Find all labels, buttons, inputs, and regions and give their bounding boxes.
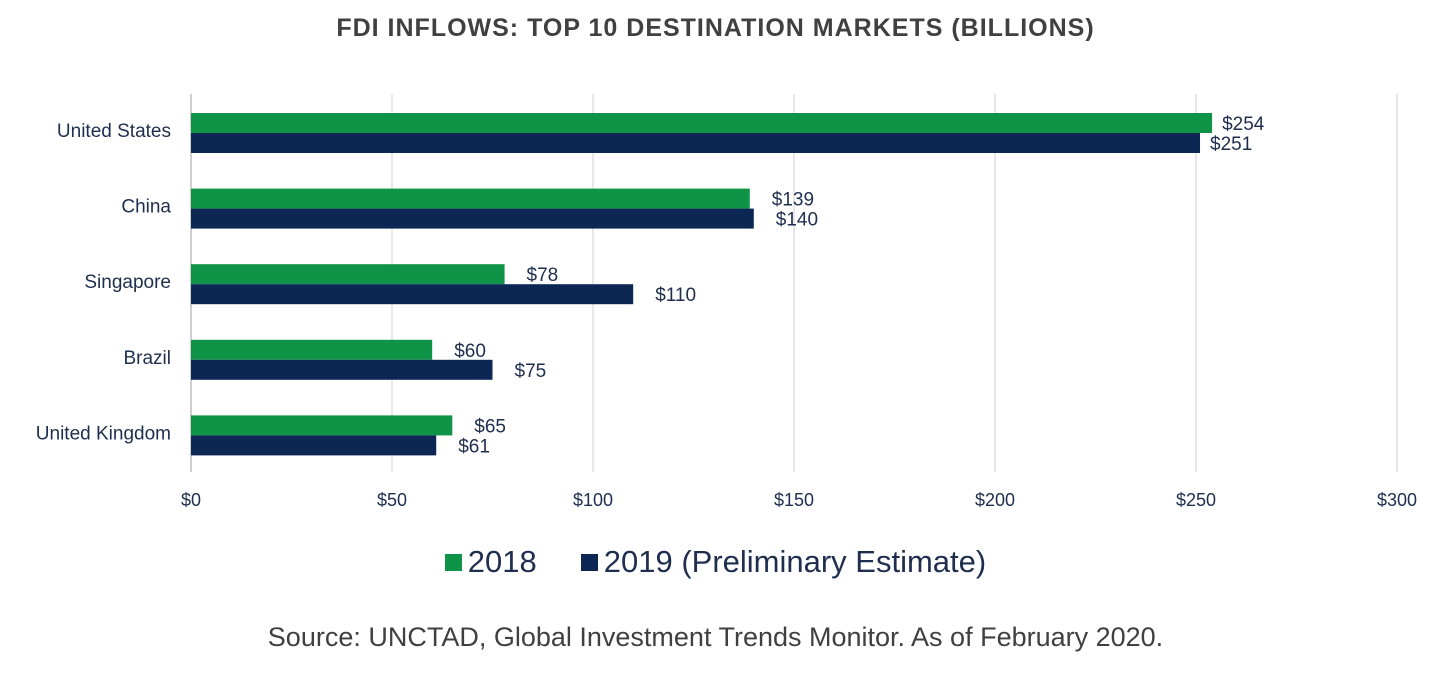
data-label: $65 — [474, 416, 506, 437]
bar-2018-united-states — [191, 113, 1213, 133]
category-labels: United States China Singapore Brazil United … — [36, 121, 172, 444]
legend-swatch-2018 — [444, 553, 462, 571]
data-labels: $254$251 $139$140 $78 $110 $60 $75 $65$61 — [454, 114, 1265, 457]
x-tick-label: $300 — [1377, 490, 1417, 510]
category-label: United Kingdom — [36, 423, 171, 444]
x-tick-label: $100 — [573, 490, 613, 510]
bar-2018-china — [191, 188, 750, 209]
bar-2019-brazil — [191, 359, 493, 380]
data-label: $139 — [772, 190, 814, 211]
x-tick-label: $250 — [1176, 490, 1216, 510]
x-tick-label: $150 — [774, 490, 814, 510]
x-tick-label: $0 — [181, 490, 201, 510]
data-label: $110 — [655, 285, 696, 306]
data-label: $75 — [515, 361, 547, 382]
bar-2018-singapore — [191, 264, 505, 285]
category-label: Brazil — [123, 348, 171, 369]
bar-2019-singapore — [191, 284, 634, 305]
bar-2019-united-kingdom — [191, 435, 437, 456]
bars — [191, 113, 1213, 456]
x-tick-label: $200 — [975, 490, 1015, 510]
x-tick-labels: $0 $50 $100 $150 $200 $250 $300 — [181, 490, 1417, 510]
data-label: $140 — [776, 210, 818, 231]
data-label: $254 — [1222, 114, 1265, 135]
legend-swatch-2019 — [580, 553, 598, 571]
x-tick-label: $50 — [377, 490, 407, 510]
bar-2019-united-states — [191, 133, 1201, 153]
bar-2018-brazil — [191, 339, 433, 360]
chart-title: FDI INFLOWS: TOP 10 DESTINATION MARKETS … — [336, 14, 1095, 42]
category-label: China — [121, 197, 171, 218]
legend: 2018 2019 (Preliminary Estimate) — [0, 544, 1431, 580]
legend-item-2018: 2018 — [444, 544, 537, 580]
bar-2019-china — [191, 208, 754, 229]
data-label: $78 — [527, 265, 559, 286]
bar-2018-united-kingdom — [191, 415, 453, 436]
legend-label-2019: 2019 (Preliminary Estimate) — [603, 544, 987, 579]
data-label: $61 — [458, 436, 490, 457]
category-label: United States — [57, 121, 171, 142]
legend-item-2019: 2019 (Preliminary Estimate) — [580, 544, 987, 580]
legend-label-2018: 2018 — [467, 544, 537, 579]
category-label: Singapore — [84, 272, 171, 293]
data-label: $60 — [454, 341, 486, 362]
source-note: Source: UNCTAD, Global Investment Trends… — [267, 622, 1164, 652]
data-label: $251 — [1210, 134, 1252, 155]
